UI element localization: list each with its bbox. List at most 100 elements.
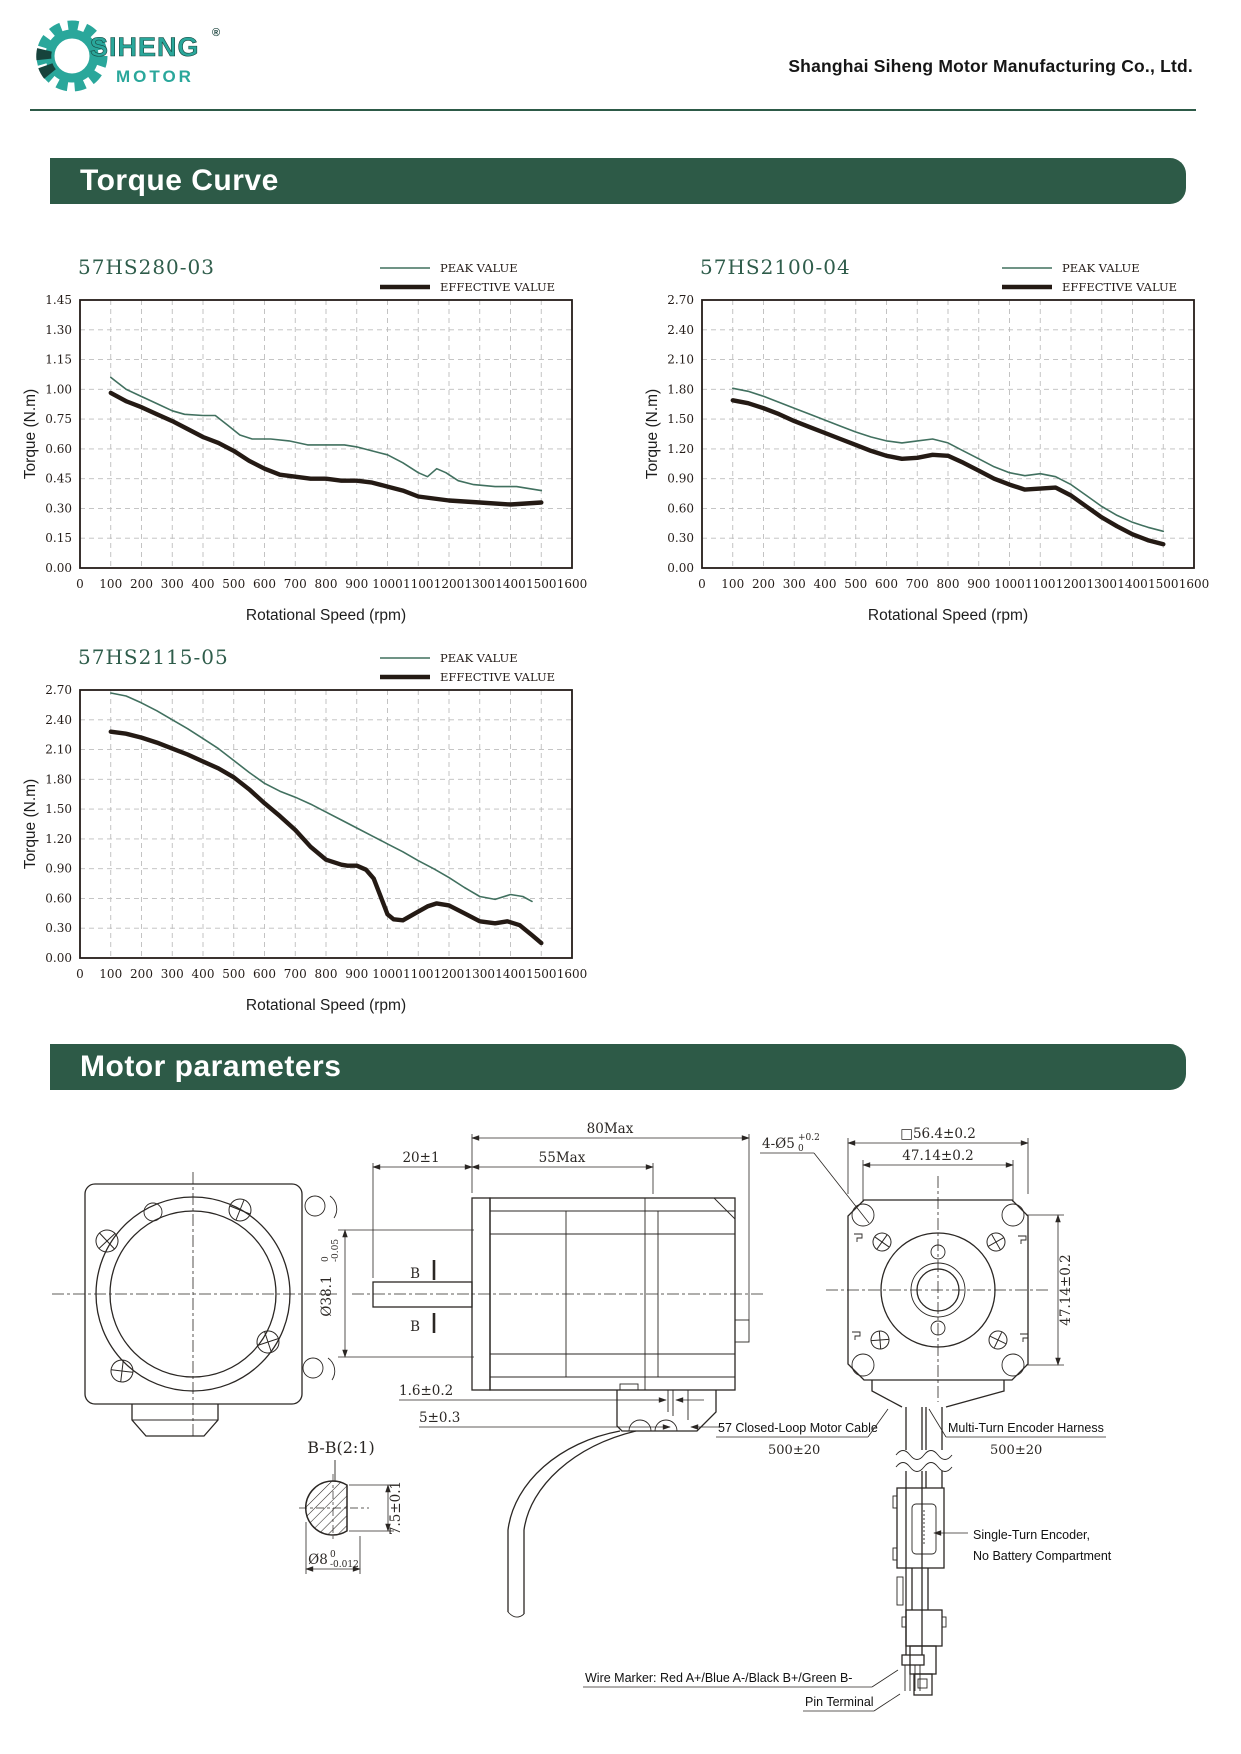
screw-icon (110, 1359, 134, 1383)
rect-detail (917, 1678, 928, 1689)
x-tick-label: 600 (253, 967, 276, 981)
screw-icon (870, 1330, 890, 1350)
y-tick-label: 1.20 (667, 442, 694, 456)
encoder-connector (905, 1609, 943, 1647)
x-tick-label: 1200 (434, 577, 465, 591)
encoder-harness-length: 500±20 (990, 1443, 1042, 1458)
legend-label-peak: PEAK VALUE (1062, 261, 1140, 275)
screw-icon (988, 1330, 1008, 1350)
x-tick-label: 1300 (464, 577, 495, 591)
cable (507, 1430, 621, 1612)
tolerance-lower: 0 (798, 1144, 804, 1154)
front-pilot-circle (109, 1210, 277, 1378)
y-tick-label: 1.80 (45, 772, 72, 786)
dim-20: 20±1 (402, 1150, 439, 1166)
x-tick-label: 1400 (495, 967, 526, 981)
front-hole (143, 1202, 163, 1222)
x-tick-label: 1000 (994, 577, 1025, 591)
dim-shaft-boss-dia: Ø38.1 (319, 1275, 335, 1316)
x-tick-label: 1500 (1148, 577, 1179, 591)
dim-hole-pitch-vertical: 47.14±0.2 (1058, 1254, 1074, 1325)
section-banner-motor-parameters: Motor parameters (50, 1044, 1186, 1090)
section-title: Torque Curve (80, 164, 279, 197)
mounting-hole (851, 1203, 875, 1227)
circle-detail (110, 1359, 134, 1383)
circle-detail (870, 1330, 890, 1350)
circle-detail (256, 1330, 280, 1354)
effective-value-curve (108, 390, 544, 507)
y-tick-label: 0.60 (667, 501, 694, 515)
y-tick-label: 0.00 (45, 561, 72, 575)
line-detail (98, 1233, 116, 1249)
y-tick-label: 0.45 (45, 472, 72, 486)
line-detail (871, 1669, 899, 1688)
connector-arches (628, 1419, 678, 1432)
header-divider (30, 109, 1196, 111)
torque-curve-chart: 0 100 200 300 400 500 600 700 800 900 1000 1100 1200… (22, 645, 587, 1014)
x-axis-title: Rotational Speed (rpm) (868, 607, 1028, 624)
break-line (895, 1450, 953, 1460)
rect-detail (892, 1495, 898, 1509)
y-tick-label: 0.75 (45, 412, 72, 426)
x-axis-title: Rotational Speed (rpm) (246, 997, 406, 1014)
screw-icon (256, 1330, 280, 1354)
rect-detail (901, 1616, 907, 1628)
encoder-body (896, 1487, 945, 1569)
mounting-hole (1001, 1353, 1025, 1377)
section-view-bb: B-B(2:1) 7.5±0.1 Ø8 0 -0.012 (299, 1438, 404, 1574)
section-marker-b: B (410, 1319, 420, 1335)
motor-cable-lines (905, 1407, 923, 1450)
x-tick-label: 1100 (403, 967, 434, 981)
x-tick-label: 1500 (526, 577, 557, 591)
y-tick-label: 1.50 (667, 412, 694, 426)
x-tick-label: 800 (937, 577, 960, 591)
line-detail (257, 1338, 279, 1346)
y-tick-label: 2.40 (667, 323, 694, 337)
x-axis-title: Rotational Speed (rpm) (246, 607, 406, 624)
x-tick-label: 1600 (557, 577, 588, 591)
legend-label-effective: EFFECTIVE VALUE (440, 670, 555, 684)
y-tick-label: 2.40 (45, 713, 72, 727)
y-axis-title: Torque (N.m) (644, 389, 661, 479)
path-detail (905, 1471, 923, 1655)
index-arc (329, 1195, 338, 1219)
y-tick-label: 0.30 (45, 501, 72, 515)
path-detail (911, 1568, 929, 1610)
y-tick-label: 0.15 (45, 531, 72, 545)
circle-detail (95, 1229, 119, 1253)
line-detail (876, 1234, 888, 1250)
rear-step (734, 1319, 750, 1343)
y-axis-title: Torque (N.m) (22, 389, 39, 479)
x-tick-label: 100 (99, 967, 122, 981)
mounting-hole (851, 1353, 875, 1377)
x-tick-label: 400 (192, 577, 215, 591)
x-tick-label: 400 (192, 967, 215, 981)
line-detail (235, 1199, 245, 1221)
x-tick-label: 1200 (434, 967, 465, 981)
x-tick-label: 1400 (1117, 577, 1148, 591)
x-tick-label: 0 (76, 577, 84, 591)
x-tick-label: 300 (161, 577, 184, 591)
legend-label-peak: PEAK VALUE (440, 651, 518, 665)
rear-boss (880, 1232, 996, 1348)
index-arc (327, 1357, 336, 1381)
cable (523, 1430, 637, 1614)
rect-detail (941, 1616, 947, 1628)
dim-square-flange: □56.4±0.2 (900, 1126, 976, 1142)
legend-label-effective: EFFECTIVE VALUE (1062, 280, 1177, 294)
line-detail (813, 1152, 870, 1224)
encoder-note-line2: No Battery Compartment (973, 1549, 1112, 1563)
encoder-harness-label: Multi-Turn Encoder Harness (948, 1421, 1104, 1435)
x-tick-label: 300 (161, 967, 184, 981)
mounting-hole (1001, 1203, 1025, 1227)
side-view: B B (352, 1197, 766, 1618)
rear-chamfer (713, 1197, 736, 1220)
chart-title: 57HS2115-05 (78, 645, 229, 669)
plot-border (79, 689, 573, 959)
torque-curve-chart: 0 100 200 300 400 500 600 700 800 900 1000 1100 1200… (22, 255, 588, 624)
pin-terminal-label: Pin Terminal (805, 1695, 874, 1709)
x-tick-label: 0 (698, 577, 706, 591)
wire-marker-label: Wire Marker: Red A+/Blue A-/Black B+/Gre… (585, 1671, 852, 1685)
x-tick-label: 1300 (1086, 577, 1117, 591)
x-tick-label: 900 (967, 577, 990, 591)
